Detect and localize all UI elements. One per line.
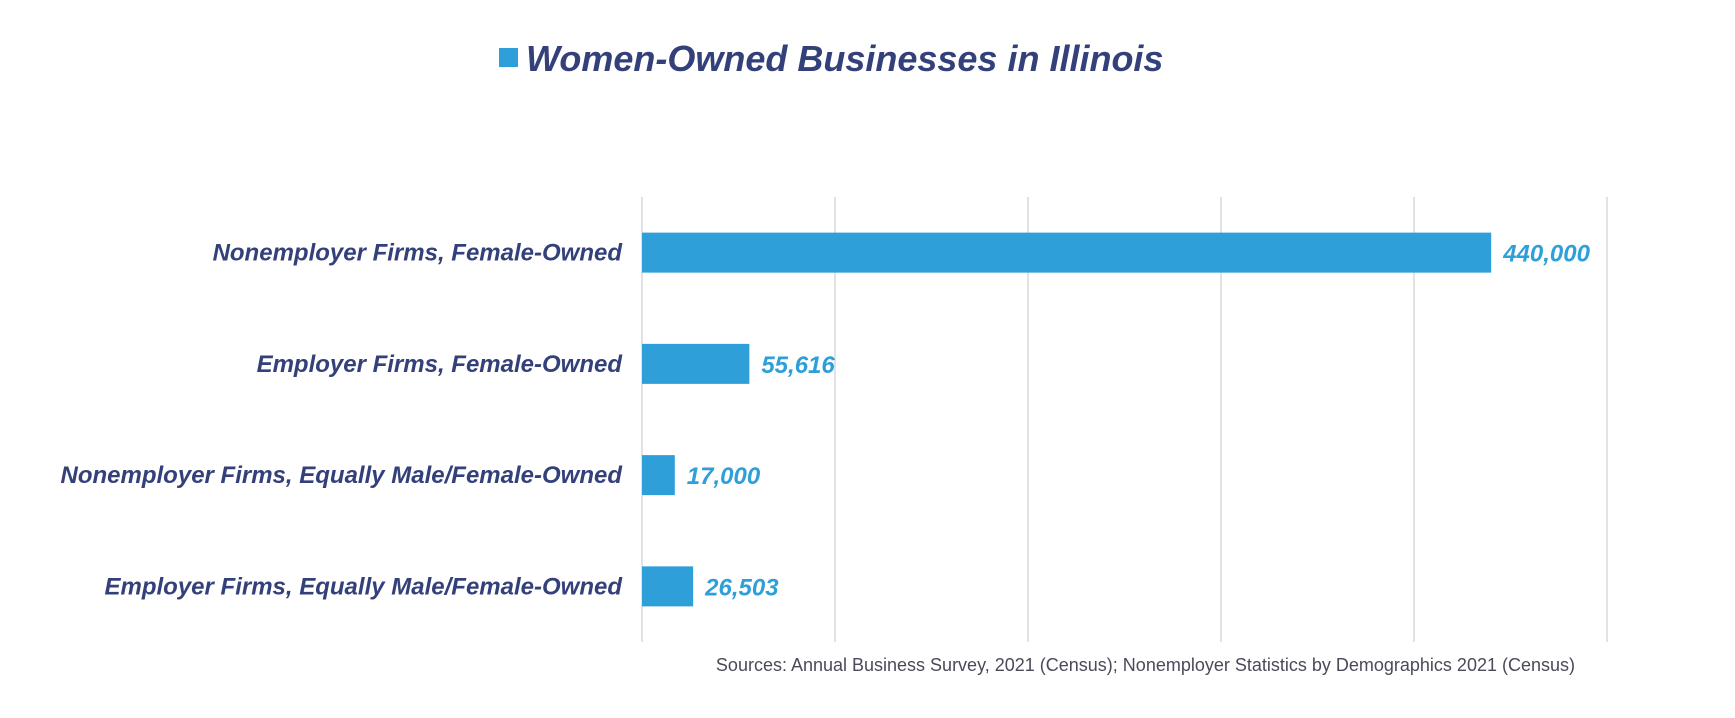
category-label: Nonemployer Firms, Female-Owned xyxy=(213,240,624,267)
bar xyxy=(642,566,694,607)
chart-title: Women-Owned Businesses in Illinois xyxy=(526,38,1163,79)
legend: Women-Owned Businesses in Illinois xyxy=(499,38,1163,79)
data-label: 26,503 xyxy=(704,574,779,601)
legend-swatch xyxy=(499,48,518,67)
data-label: 440,000 xyxy=(1502,241,1590,268)
source-note: Sources: Annual Business Survey, 2021 (C… xyxy=(716,655,1575,675)
bar xyxy=(642,455,675,496)
bars xyxy=(642,232,1492,607)
bar xyxy=(642,232,1492,273)
data-label: 17,000 xyxy=(687,463,761,490)
category-label: Nonemployer Firms, Equally Male/Female-O… xyxy=(61,462,624,489)
bar xyxy=(642,343,750,384)
data-labels: 440,000 55,616 17,000 26,503 xyxy=(687,241,1591,602)
category-labels: Nonemployer Firms, Female-Owned Employer … xyxy=(61,240,624,601)
data-label: 55,616 xyxy=(761,352,835,379)
category-label: Employer Firms, Equally Male/Female-Owne… xyxy=(105,573,624,600)
category-label: Employer Firms, Female-Owned xyxy=(257,351,624,378)
